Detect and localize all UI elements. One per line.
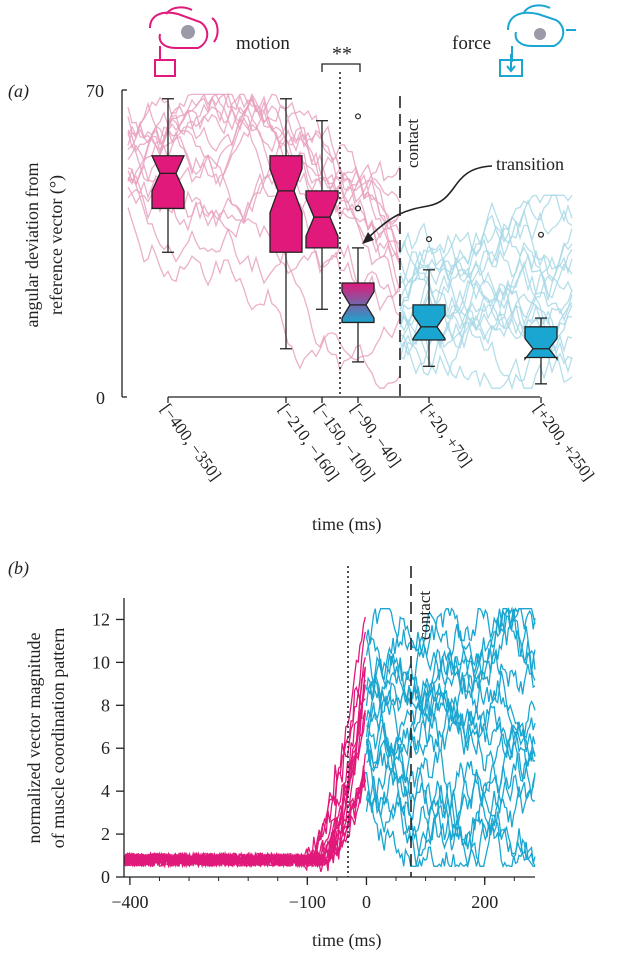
panel-a-ytick-70: 70 [86, 81, 104, 101]
notched-box [150, 155, 186, 210]
notched-box [412, 304, 446, 341]
force-trace [399, 250, 573, 338]
panel-b-ytick-label: 2 [101, 824, 110, 844]
panel-a-category-label: [+20, +70] [418, 400, 476, 470]
notched-box [305, 190, 339, 249]
transition-arrow-head [362, 232, 374, 244]
transition-arrow [365, 165, 493, 241]
outlier-point [355, 113, 362, 120]
panel-a-category-label: [+200, +250] [530, 400, 598, 484]
box-4 [412, 236, 446, 367]
outlier-point [426, 236, 433, 243]
notched-box [524, 326, 558, 361]
outlier-point [355, 205, 362, 212]
motion-trace [127, 93, 401, 239]
panel-a-contact-label: contact [403, 119, 422, 168]
force-line [365, 770, 536, 867]
panel-b-ytick-label: 8 [101, 695, 110, 715]
motion-label: motion [236, 33, 290, 54]
panel-a-background-traces [127, 92, 573, 391]
panel-b-xlabel: time (ms) [312, 930, 382, 951]
transition-label: transition [496, 154, 564, 174]
force-trace [399, 194, 573, 310]
box-0 [150, 98, 186, 253]
motion-line [123, 684, 366, 868]
motion-line [123, 631, 366, 869]
motion-trace [127, 135, 401, 300]
panel-a-boxes [150, 98, 558, 403]
force-line [365, 794, 536, 867]
panel-b-ytick-label: 10 [92, 652, 110, 672]
notched-box [269, 155, 303, 253]
force-line [365, 606, 536, 728]
panel-a-category-label: [−400, −350] [157, 400, 225, 484]
significance-bracket [321, 63, 361, 72]
panel-b-label: (b) [8, 558, 29, 579]
panel-b-ylabel-line2: of muscle coordination pattern [48, 628, 68, 848]
force-line [365, 738, 536, 867]
panel-b-ytick-label: 0 [101, 867, 110, 887]
significance-label: ** [332, 43, 352, 65]
panel-a-xlabel: time (ms) [312, 514, 382, 535]
force-trace [399, 194, 573, 286]
force-hand-icon [499, 4, 576, 77]
panel-a-ytick-0: 0 [96, 388, 105, 408]
panel-b-contact-label: contact [415, 591, 434, 640]
panel-b-series [123, 606, 536, 873]
panel-a-ylabel-line2: reference vector (°) [46, 175, 67, 315]
motion-line [123, 667, 366, 868]
panel-a-x-tick-labels: [−400, −350] [−210, −160][−150, −100][−90… [157, 400, 598, 484]
force-label: force [452, 33, 491, 54]
panel-a-ylabel-line1: angular deviation from [22, 163, 42, 328]
panel-b-xtick-label: −400 [111, 892, 148, 912]
box-3 [341, 113, 375, 363]
panel-a-label: (a) [8, 81, 29, 102]
panel-b-xtick-label: 200 [471, 892, 498, 912]
outlier-point [537, 231, 544, 238]
panel-b-ytick-label: 6 [101, 738, 110, 758]
box-2 [305, 120, 339, 310]
motion-trace [127, 93, 401, 226]
motion-line [123, 687, 366, 872]
panel-a-y-axis-title: angular deviation from reference vector … [22, 163, 67, 328]
motion-trace [127, 93, 401, 263]
motion-line [123, 698, 366, 869]
panel-b-xtick-label: −100 [289, 892, 326, 912]
force-line [365, 719, 536, 850]
motion-trace [127, 152, 401, 266]
box-1 [269, 98, 303, 350]
force-line [365, 608, 536, 670]
force-trace [399, 248, 573, 378]
panel-b-ylabel-line1: normalized vector magnitude [24, 633, 44, 844]
panel-b-y-axis-title: normalized vector magnitude of muscle co… [24, 628, 68, 848]
panel-b-ytick-label: 12 [92, 609, 110, 629]
box-5 [524, 231, 558, 385]
motion-line [123, 679, 366, 868]
motion-trace [127, 96, 401, 291]
motion-hand-icon [149, 6, 219, 77]
force-line [365, 722, 536, 841]
force-line [366, 607, 536, 714]
notched-box [341, 282, 375, 324]
panel-b-ytick-label: 4 [101, 781, 110, 801]
panel-b-xtick-label: 0 [362, 892, 371, 912]
motion-line [123, 713, 366, 869]
panel-b-ticks: −400 −100 0 200 0 2 4 6 8 10 12 [92, 609, 515, 912]
motion-line [123, 616, 366, 872]
force-line [365, 705, 536, 804]
motion-trace [127, 207, 401, 370]
force-line [365, 637, 536, 760]
